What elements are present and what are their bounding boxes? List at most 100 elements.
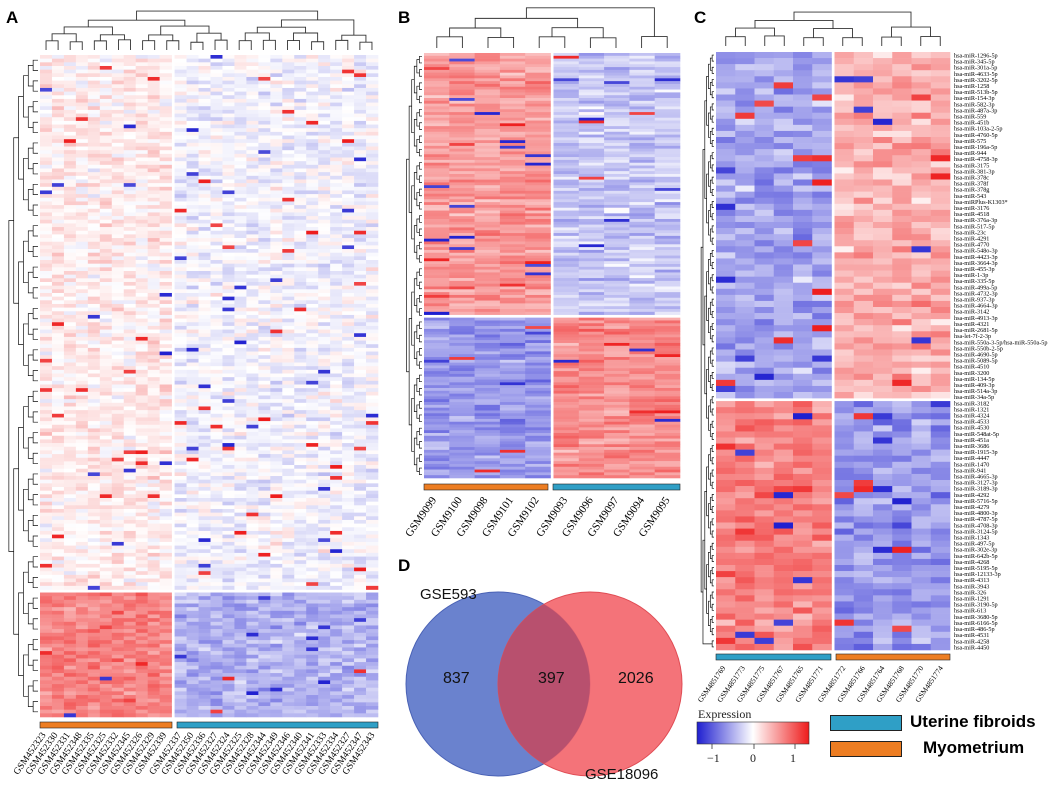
row-label-c: hsa-miR-1296-5p bbox=[954, 52, 998, 59]
row-label-c: hsa-miR-550b-2-5p bbox=[954, 345, 1003, 352]
row-label-c: hsa-miR-1258 bbox=[954, 83, 989, 90]
row-label-c: hsa-miR-335-5p bbox=[954, 278, 995, 285]
row-label-c: hsa-miR-4531 bbox=[954, 632, 989, 639]
row-label-c: hsa-miR-4447 bbox=[954, 455, 989, 462]
row-label-c: hsa-miR-154-3p bbox=[954, 95, 995, 102]
color-key bbox=[696, 721, 810, 749]
row-label-c: hsa-miR-3142 bbox=[954, 309, 989, 316]
venn-set-label-gse593: GSE593 bbox=[420, 586, 477, 603]
dendrogram-a-columns bbox=[45, 10, 373, 50]
panel-letter-d: D bbox=[398, 556, 411, 575]
row-label-c: hsa-miR-4530 bbox=[954, 425, 989, 432]
color-key-tick: 1 bbox=[790, 751, 796, 765]
row-label-c: hsa-miR-3686 bbox=[954, 443, 989, 450]
row-label-c: hsa-miR-4450 bbox=[954, 644, 989, 651]
row-label-c: hsa-miR-3189-3p bbox=[954, 486, 998, 493]
dendrogram-a-rows bbox=[8, 59, 38, 713]
row-label-c: hsa-miR-451b bbox=[954, 120, 989, 127]
row-label-c: hsa-miR-4291 bbox=[954, 236, 989, 243]
row-label-c: hsa-miR-5089-5p bbox=[954, 358, 998, 365]
row-label-c: hsa-miR-4292 bbox=[954, 492, 989, 499]
row-label-c: hsa-miR-4633-5p bbox=[954, 71, 998, 78]
row-label-c: hsa-miR-1-3p bbox=[954, 272, 988, 279]
row-label-c: hsa-miR-376a-3p bbox=[954, 217, 997, 224]
venn-count-overlap: 397 bbox=[538, 670, 565, 687]
color-key-gradient bbox=[696, 721, 810, 745]
row-label-c: hsa-miR-4760-5p bbox=[954, 132, 998, 139]
row-label-c: hsa-miR-4321 bbox=[954, 321, 989, 328]
row-label-c: hsa-miR-3175 bbox=[954, 162, 989, 169]
row-label-c: hsa-miR-378f bbox=[954, 181, 989, 188]
row-label-c: hsa-miR-3124-5p bbox=[954, 528, 998, 535]
venn-set-label-gse18096: GSE18096 bbox=[585, 766, 659, 783]
row-label-c: hsa-miR-1343 bbox=[954, 535, 989, 542]
row-label-c: hsa-miR-548at-5p bbox=[954, 431, 999, 438]
heatmap-b bbox=[424, 53, 681, 479]
row-label-c: hsa-miR-4758-3p bbox=[954, 156, 998, 163]
row-label-c: hsa-miR-4913-3p bbox=[954, 315, 998, 322]
dendrogram-b-columns bbox=[436, 7, 668, 48]
row-label-c: hsa-miR-302e-3p bbox=[954, 547, 997, 554]
row-label-c: hsa-miR-4708-3p bbox=[954, 522, 998, 529]
legend-label-uterine-fibroids: Uterine fibroids bbox=[910, 712, 1036, 731]
panel-letter-b: B bbox=[398, 8, 411, 27]
row-label-c: hsa-miR-23c bbox=[954, 229, 986, 236]
row-label-c: hsa-miR-4313 bbox=[954, 577, 989, 584]
row-label-c: hsa-miR-514a-3p bbox=[954, 388, 997, 395]
row-label-c: hsa-miR-301a-5p bbox=[954, 65, 997, 72]
row-label-c: hsa-miR-513b-5p bbox=[954, 89, 998, 96]
row-label-c: hsa-miR-4533 bbox=[954, 419, 989, 426]
color-key-tick: 0 bbox=[750, 751, 756, 765]
panel-letter-a: A bbox=[6, 8, 19, 27]
legend-label-myometrium: Myometrium bbox=[923, 738, 1025, 757]
row-label-c: hsa-miR-3190-5p bbox=[954, 602, 998, 609]
heatmap-a bbox=[40, 55, 379, 718]
dendrogram-b-rows bbox=[406, 55, 422, 476]
row-label-c: hsa-miRPlus-K1303* bbox=[954, 199, 1008, 206]
row-label-c: hsa-miR-4787-5p bbox=[954, 516, 998, 523]
legend-swatch-uterine-fibroids bbox=[830, 715, 902, 731]
row-label-c: hsa-miR-345-5p bbox=[954, 59, 995, 66]
row-label-c: hsa-miR-1291 bbox=[954, 596, 989, 603]
row-label-c: hsa-miR-944 bbox=[954, 150, 986, 157]
row-label-c: hsa-miR-548o-3p bbox=[954, 248, 998, 255]
row-label-c: hsa-miR-4732-3p bbox=[954, 290, 998, 297]
row-label-c: hsa-miR-550a-3-5p/hsa-miR-550a-5p bbox=[954, 339, 1047, 346]
row-label-c: hsa-miR-378c bbox=[954, 174, 989, 181]
row-label-c: hsa-miR-34a-5p bbox=[954, 394, 994, 401]
row-label-c: hsa-miR-3680-5p bbox=[954, 614, 998, 621]
row-label-c: hsa-miR-3176 bbox=[954, 205, 989, 212]
row-label-c: hsa-miR-937-3p bbox=[954, 297, 995, 304]
row-label-c: hsa-miR-4268 bbox=[954, 559, 989, 566]
row-label-c: hsa-miR-4423-3p bbox=[954, 254, 998, 261]
row-label-c: hsa-miR-941 bbox=[954, 467, 986, 474]
row-label-c: hsa-miR-5716-5p bbox=[954, 498, 998, 505]
venn-overlap bbox=[498, 592, 590, 776]
row-label-c: hsa-miR-4258 bbox=[954, 638, 989, 645]
venn-diagram bbox=[405, 591, 683, 777]
row-label-c: hsa-miR-517-5p bbox=[954, 223, 995, 230]
row-label-c: hsa-miR-6166-5p bbox=[954, 620, 998, 627]
row-label-c: hsa-miR-1470 bbox=[954, 461, 989, 468]
venn-count-right: 2026 bbox=[618, 670, 654, 687]
row-label-c: hsa-miR-3664-3p bbox=[954, 260, 998, 267]
dendrogram-c-columns bbox=[725, 11, 941, 46]
row-label-c: hsa-miR-4664-3p bbox=[954, 303, 998, 310]
row-label-c: hsa-miR-497-5p bbox=[954, 541, 995, 548]
row-label-c: hsa-miR-4324 bbox=[954, 412, 989, 419]
heatmap-c bbox=[716, 52, 951, 651]
row-label-c: hsa-miR-103a-2-5p bbox=[954, 126, 1002, 133]
group-bar-c-myometrium bbox=[835, 653, 951, 661]
dendrogram-c-rows bbox=[700, 54, 714, 648]
row-label-c: hsa-miR-409-3p bbox=[954, 382, 995, 389]
row-label-c: hsa-miR-1915-3p bbox=[954, 449, 998, 456]
row-label-c: hsa-miR-326 bbox=[954, 589, 986, 596]
row-label-c: hsa-miR-12133-3p bbox=[954, 571, 1001, 578]
row-label-c: hsa-miR-1321 bbox=[954, 406, 989, 413]
row-label-c: hsa-miR-582-3p bbox=[954, 101, 995, 108]
row-label-c: hsa-miR-4279 bbox=[954, 504, 989, 511]
row-label-c: hsa-miR-4518 bbox=[954, 211, 989, 218]
row-label-c: hsa-miR-613 bbox=[954, 608, 986, 615]
row-label-c: hsa-miR-499a-5p bbox=[954, 284, 997, 291]
